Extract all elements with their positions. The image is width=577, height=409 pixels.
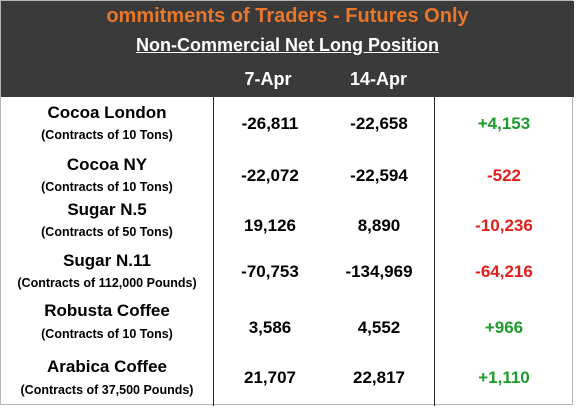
column-header-7-apr: 7-Apr — [244, 69, 292, 89]
change-value: -10,236 — [475, 216, 533, 235]
value-14-apr: -22,594 — [350, 166, 408, 185]
change-value: +4,153 — [477, 114, 531, 133]
commodity-name: Robusta Coffee — [44, 301, 170, 320]
table-row: Cocoa NY (Contracts of 10 Tons) -22,072 … — [1, 150, 574, 200]
table-header: ommitments of Traders - Futures Only Non… — [1, 1, 574, 97]
value-7-apr: 19,126 — [244, 216, 296, 235]
change-value: +1,110 — [478, 368, 530, 387]
contract-size: (Contracts of 10 Tons) — [41, 128, 173, 142]
table-row: Arabica Coffee (Contracts of 37,500 Poun… — [1, 350, 574, 405]
contract-size: (Contracts of 10 Tons) — [41, 327, 173, 341]
contract-size: (Contracts of 37,500 Pounds) — [20, 383, 194, 397]
value-7-apr: 21,707 — [244, 368, 296, 387]
value-14-apr: 4,552 — [357, 318, 401, 337]
contract-size: (Contracts of 112,000 Pounds) — [17, 276, 197, 290]
table-row: Sugar N.5 (Contracts of 50 Tons) 19,126 … — [1, 200, 574, 249]
value-7-apr: -70,753 — [241, 262, 299, 281]
column-header-14-apr: 14-Apr — [349, 69, 407, 89]
change-value: +966 — [484, 318, 524, 337]
table-row: Robusta Coffee (Contracts of 10 Tons) 3,… — [1, 298, 574, 350]
value-7-apr: -22,072 — [241, 166, 299, 185]
commodity-name: Sugar N.11 — [63, 251, 151, 270]
commodity-name: Arabica Coffee — [47, 357, 167, 376]
change-value: -64,216 — [475, 262, 533, 281]
value-14-apr: -22,658 — [350, 114, 408, 133]
commodity-name: Cocoa London — [47, 103, 167, 122]
value-7-apr: -26,811 — [241, 114, 299, 133]
change-value: -522 — [486, 166, 522, 185]
table-row: Cocoa London (Contracts of 10 Tons) -26,… — [1, 97, 574, 150]
value-7-apr: 3,586 — [248, 318, 292, 337]
column-divider — [434, 97, 435, 406]
table-title: ommitments of Traders - Futures Only — [106, 5, 469, 27]
table-subtitle: Non-Commercial Net Long Position — [135, 35, 439, 55]
commodity-name: Cocoa NY — [66, 155, 148, 174]
contract-size: (Contracts of 50 Tons) — [41, 225, 173, 239]
contract-size: (Contracts of 10 Tons) — [41, 180, 173, 194]
table-row: Sugar N.11 (Contracts of 112,000 Pounds)… — [1, 249, 574, 298]
commodity-name: Sugar N.5 — [67, 200, 147, 219]
column-divider — [213, 97, 214, 406]
value-14-apr: 8,890 — [357, 216, 401, 235]
value-14-apr: 22,817 — [353, 368, 405, 387]
value-14-apr: -134,969 — [345, 262, 413, 281]
